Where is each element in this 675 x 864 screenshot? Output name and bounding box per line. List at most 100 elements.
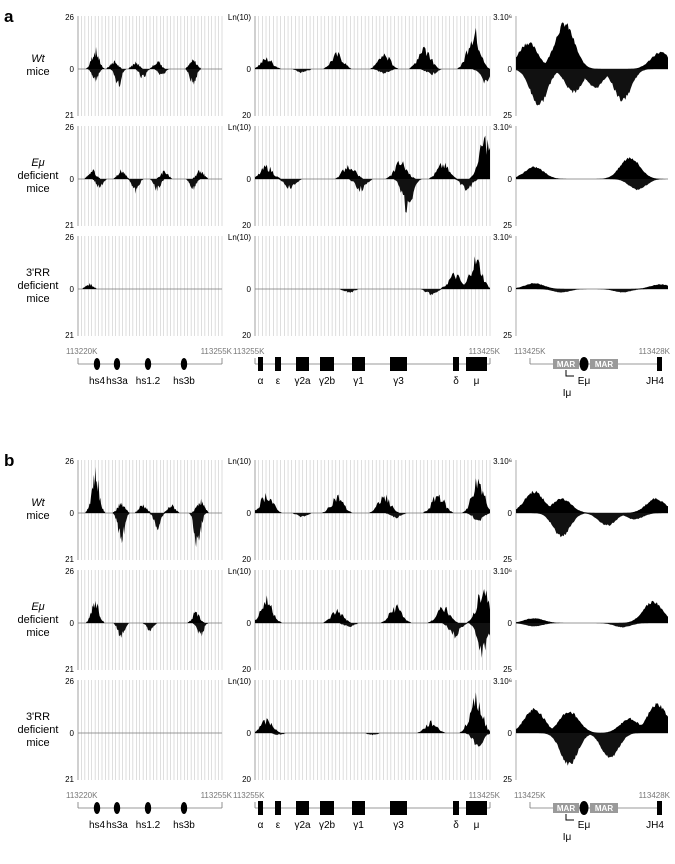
- gene-label: ε: [276, 376, 281, 387]
- row-label-line: deficient: [18, 280, 59, 292]
- emu-label: Eμ: [578, 376, 591, 387]
- y-tick-bottom: 20: [242, 555, 251, 564]
- track-col-1: 26 0 21: [65, 457, 223, 564]
- gene-label: μ: [474, 820, 480, 831]
- y-tick-bottom: 21: [65, 665, 74, 674]
- y-tick-bottom: 25: [503, 775, 512, 784]
- emu-label: Eμ: [578, 820, 591, 831]
- y-tick-zero: 0: [247, 619, 252, 628]
- coverage-plus-area: [516, 600, 668, 623]
- y-tick-top: 26: [65, 123, 74, 132]
- enhancer-oval: [113, 358, 121, 370]
- y-tick-bottom: 21: [65, 331, 74, 340]
- track-col-2: Ln(10) 0 20: [228, 567, 491, 674]
- enhancer-label: hs1.2: [136, 820, 161, 831]
- row-label-line: mice: [26, 293, 49, 305]
- gene-box: [320, 801, 334, 815]
- gene-box: [258, 357, 263, 371]
- jh4-box: [657, 801, 662, 815]
- y-tick-zero: 0: [70, 729, 75, 738]
- row-label-line: mice: [26, 66, 49, 78]
- gene-label: γ2a: [294, 820, 311, 831]
- gene-label: δ: [453, 820, 459, 831]
- y-tick-top: 26: [65, 677, 74, 686]
- gene-label: ε: [276, 820, 281, 831]
- y-tick-bottom: 20: [242, 111, 251, 120]
- coverage-plus-area: [78, 282, 222, 289]
- y-tick-zero: 0: [70, 175, 75, 184]
- track-col-3: 3.10⁶ 0 25: [493, 13, 668, 120]
- y-tick-top: Ln(10): [228, 567, 251, 576]
- row-label-line: mice: [26, 627, 49, 639]
- region-map: 113220K 113255K hs4 hs3a hs1.2 hs3b 113255K 113…: [66, 791, 671, 843]
- track-col-3: 3.10⁶ 0 25: [493, 457, 668, 564]
- gene-box: [453, 357, 459, 371]
- gene-box: [453, 801, 459, 815]
- gene-box: [258, 801, 263, 815]
- imu-label: Iμ: [563, 388, 572, 399]
- enhancer-label: hs1.2: [136, 376, 161, 387]
- panel-b: bWtmice26021Ln(10)0203.10⁶025Eμdeficient…: [4, 451, 671, 843]
- y-tick-bottom: 21: [65, 555, 74, 564]
- gene-box: [296, 357, 309, 371]
- panel-a: aWtmice26021Ln(10)0203.10⁶025Eμdeficient…: [4, 7, 671, 399]
- coverage-minus-area: [516, 179, 668, 191]
- track-col-2: Ln(10) 0 20: [228, 457, 491, 564]
- y-tick-zero: 0: [247, 175, 252, 184]
- gene-label: δ: [453, 376, 459, 387]
- coverage-minus-area: [516, 69, 668, 106]
- gene-label: γ2b: [319, 820, 336, 831]
- coverage-minus-area: [255, 289, 490, 296]
- mar-left-box: [553, 359, 579, 369]
- coverage-minus-area: [255, 69, 490, 84]
- coverage-plus-area: [255, 256, 490, 289]
- enhancer-oval: [144, 358, 152, 370]
- y-tick-top: 3.10⁶: [493, 13, 512, 22]
- coverage-plus-area: [78, 600, 222, 623]
- imu-label: Iμ: [563, 832, 572, 843]
- gene-box: [352, 357, 365, 371]
- enhancer-label: hs3a: [106, 820, 128, 831]
- panel-label: a: [4, 7, 14, 26]
- coverage-minus-area: [516, 733, 668, 766]
- gene-label: γ1: [353, 376, 364, 387]
- enhancer-oval: [180, 358, 188, 370]
- range-end-label: 113255K: [201, 791, 233, 800]
- y-tick-bottom: 20: [242, 331, 251, 340]
- track-col-2: Ln(10) 0 20: [228, 13, 491, 120]
- y-tick-zero: 0: [508, 65, 513, 74]
- enhancer-oval: [113, 802, 121, 814]
- enhancer-label: hs3b: [173, 820, 195, 831]
- coverage-minus-area: [78, 623, 222, 638]
- coverage-plus-area: [516, 157, 668, 179]
- y-tick-bottom: 25: [503, 555, 512, 564]
- y-tick-top: Ln(10): [228, 457, 251, 466]
- track-col-1: 26 0 21: [65, 233, 223, 340]
- track-col-3: 3.10⁶ 0 25: [493, 567, 668, 674]
- coverage-minus-area: [78, 69, 222, 87]
- row-label-line: Eμ: [31, 157, 44, 169]
- y-tick-bottom: 20: [242, 665, 251, 674]
- range-end-label: 113428K: [639, 791, 671, 800]
- track-col-3: 3.10⁶ 0 25: [493, 233, 668, 340]
- gene-box: [275, 801, 281, 815]
- y-tick-top: 26: [65, 457, 74, 466]
- y-tick-top: Ln(10): [228, 233, 251, 242]
- range-start-label: 113255K: [233, 347, 265, 356]
- y-tick-top: 26: [65, 13, 74, 22]
- track-col-2: Ln(10) 0 20: [228, 677, 491, 784]
- range-start-label: 113255K: [233, 791, 265, 800]
- y-tick-top: 3.10⁶: [493, 457, 512, 466]
- enhancer-oval: [93, 802, 101, 814]
- range-end-label: 113425K: [469, 347, 501, 356]
- mar-right-label: MAR: [595, 360, 613, 369]
- y-tick-bottom: 25: [503, 111, 512, 120]
- enhancer-oval: [144, 802, 152, 814]
- gene-label: γ1: [353, 820, 364, 831]
- track-col-3: 3.10⁶ 0 25: [493, 123, 668, 230]
- track-col-2: Ln(10) 0 20: [228, 233, 491, 340]
- row-label-line: deficient: [18, 614, 59, 626]
- row-label-line: mice: [26, 737, 49, 749]
